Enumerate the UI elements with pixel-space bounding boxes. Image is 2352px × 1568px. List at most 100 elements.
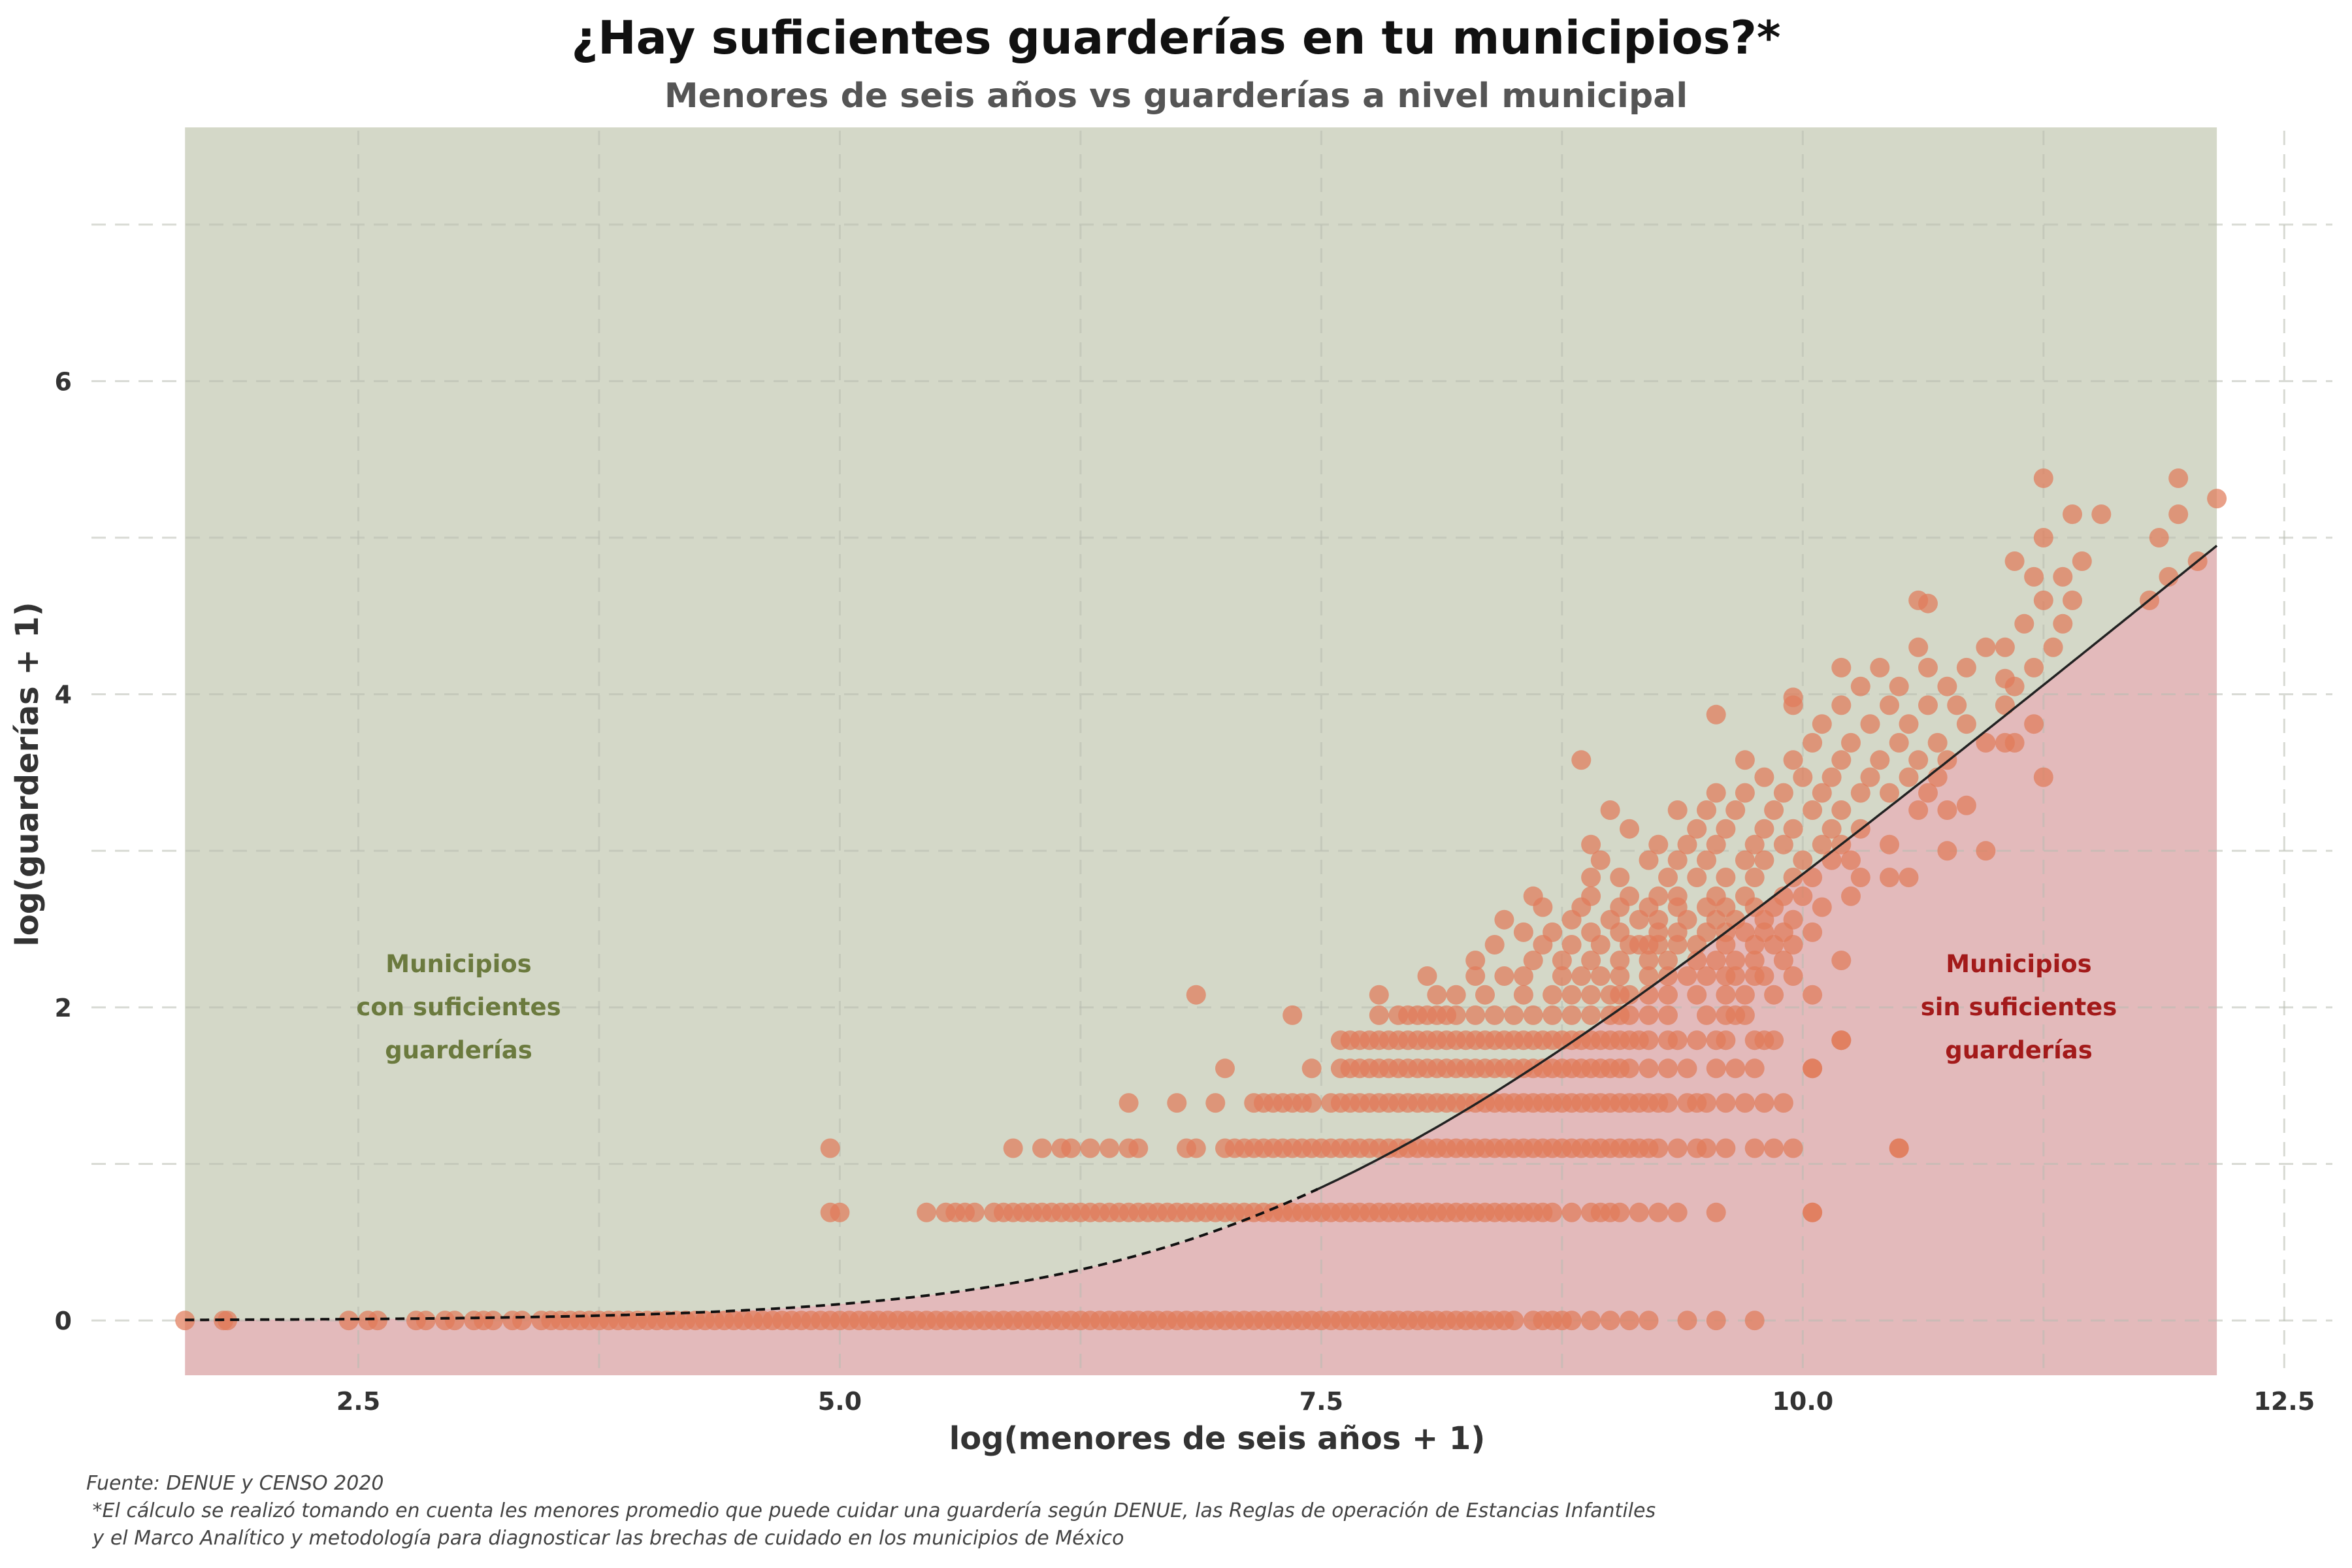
data-point xyxy=(1735,1005,1755,1025)
footnote-method-2: y el Marco Analítico y metodología para … xyxy=(86,1527,1124,1550)
data-point xyxy=(1706,951,1726,970)
data-point xyxy=(1523,886,1543,906)
data-point xyxy=(1831,951,1852,970)
data-point xyxy=(1735,886,1755,906)
data-point xyxy=(1754,966,1774,986)
data-point xyxy=(1793,767,1813,787)
data-point xyxy=(1600,800,1620,820)
data-point xyxy=(1870,750,1890,770)
data-point xyxy=(1186,985,1206,1005)
data-point xyxy=(1706,1058,1726,1079)
data-point xyxy=(2207,489,2227,509)
annotation-sufficient: Municipios con suficientes guarderías xyxy=(356,950,561,1064)
data-point xyxy=(1205,1093,1226,1113)
data-point xyxy=(1639,1005,1659,1025)
data-point xyxy=(1995,668,2015,689)
data-point xyxy=(1956,714,1976,734)
data-point xyxy=(1831,1030,1852,1051)
data-point xyxy=(1513,922,1533,942)
data-point xyxy=(1610,966,1630,986)
data-point xyxy=(512,1311,532,1331)
data-point xyxy=(1301,1093,1322,1113)
data-point xyxy=(2033,468,2053,488)
data-point xyxy=(1976,732,1996,753)
data-point xyxy=(1504,1311,1524,1331)
data-point xyxy=(1484,1005,1505,1025)
green-region xyxy=(185,127,2217,1320)
data-point xyxy=(1600,1311,1620,1331)
data-point xyxy=(1639,1030,1659,1051)
data-point xyxy=(1667,1138,1688,1158)
data-point xyxy=(1995,732,2015,753)
data-point xyxy=(1803,985,1823,1005)
data-point xyxy=(1716,1030,1736,1051)
data-point xyxy=(338,1311,359,1331)
data-point xyxy=(1793,886,1813,906)
data-point xyxy=(1677,1058,1697,1079)
data-point xyxy=(1754,819,1774,839)
data-point xyxy=(1889,676,1909,696)
data-point xyxy=(1697,850,1716,870)
data-point xyxy=(2014,613,2034,634)
data-point xyxy=(1667,800,1688,820)
data-point xyxy=(1581,1311,1601,1331)
data-point xyxy=(1773,834,1793,855)
data-point xyxy=(1821,767,1842,787)
data-point xyxy=(218,1311,237,1331)
annotation-sufficient-line-2: con suficientes xyxy=(356,993,561,1021)
data-point xyxy=(1697,1093,1716,1113)
data-point xyxy=(1543,922,1563,942)
data-point xyxy=(1667,1030,1688,1051)
data-point xyxy=(1523,951,1543,970)
data-point xyxy=(2033,590,2053,610)
data-point xyxy=(1956,657,1976,678)
chart-subtitle: Menores de seis años vs guarderías a niv… xyxy=(664,76,1688,116)
data-point xyxy=(1880,783,1899,803)
data-point xyxy=(1677,834,1697,855)
data-point xyxy=(1003,1138,1023,1158)
data-point xyxy=(1764,1030,1784,1051)
data-point xyxy=(1494,909,1514,930)
data-point xyxy=(1735,985,1755,1005)
data-point xyxy=(1783,687,1803,708)
data-point xyxy=(1706,1202,1726,1222)
data-point xyxy=(1032,1138,1052,1158)
data-point xyxy=(1744,1138,1765,1158)
data-point xyxy=(1697,1138,1716,1158)
data-point xyxy=(1571,750,1592,770)
data-point xyxy=(2149,528,2169,547)
data-point xyxy=(1504,1005,1524,1025)
data-point xyxy=(1744,1058,1765,1079)
data-point xyxy=(1735,850,1755,870)
x-tick-label: 2.5 xyxy=(336,1387,380,1416)
data-point xyxy=(1841,850,1861,870)
data-point xyxy=(1215,1058,1235,1079)
data-point xyxy=(2024,566,2044,587)
data-point xyxy=(1465,951,1486,970)
data-point xyxy=(1687,951,1707,970)
annotation-insufficient-line-3: guarderías xyxy=(1945,1036,2093,1064)
data-point xyxy=(1754,1093,1774,1113)
data-point xyxy=(1889,732,1909,753)
data-point xyxy=(2033,528,2053,547)
red-region xyxy=(185,546,2217,1376)
data-point xyxy=(1543,1005,1563,1025)
data-point xyxy=(1860,714,1880,734)
data-point xyxy=(1513,985,1533,1005)
data-point xyxy=(1918,695,1938,715)
data-point xyxy=(1850,868,1870,887)
data-point xyxy=(2072,551,2092,571)
data-point xyxy=(1677,966,1697,986)
data-point xyxy=(820,1138,840,1158)
data-point xyxy=(1725,1058,1746,1079)
data-point xyxy=(2063,504,2082,525)
chart-title: ¿Hay suficientes guarderías en tu munici… xyxy=(571,11,1780,65)
data-point xyxy=(1812,834,1832,855)
data-point xyxy=(1706,704,1726,725)
data-point xyxy=(1976,637,1996,657)
data-point xyxy=(1581,951,1601,970)
footnote-source: Fuente: DENUE y CENSO 2020 xyxy=(86,1472,384,1495)
grid xyxy=(91,131,2332,1375)
plot-area xyxy=(91,127,2332,1376)
data-point xyxy=(1658,1093,1678,1113)
